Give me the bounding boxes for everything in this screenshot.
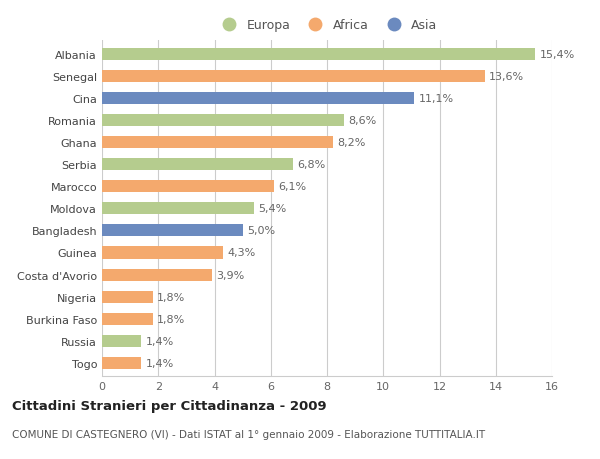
Text: 8,6%: 8,6% xyxy=(348,116,376,126)
Legend: Europa, Africa, Asia: Europa, Africa, Asia xyxy=(212,14,443,37)
Bar xyxy=(102,247,223,259)
Text: 4,3%: 4,3% xyxy=(227,248,256,258)
Bar xyxy=(102,313,152,325)
Bar xyxy=(102,71,485,83)
Bar xyxy=(102,181,274,193)
Text: 1,4%: 1,4% xyxy=(146,336,174,346)
Bar xyxy=(102,335,142,347)
Text: 6,8%: 6,8% xyxy=(298,160,326,170)
Text: 1,8%: 1,8% xyxy=(157,292,185,302)
Text: 8,2%: 8,2% xyxy=(337,138,365,148)
Text: 1,4%: 1,4% xyxy=(146,358,174,368)
Text: COMUNE DI CASTEGNERO (VI) - Dati ISTAT al 1° gennaio 2009 - Elaborazione TUTTITA: COMUNE DI CASTEGNERO (VI) - Dati ISTAT a… xyxy=(12,429,485,439)
Bar xyxy=(102,93,414,105)
Text: 1,8%: 1,8% xyxy=(157,314,185,324)
Bar xyxy=(102,357,142,369)
Text: 5,0%: 5,0% xyxy=(247,226,275,236)
Bar xyxy=(102,115,344,127)
Text: Cittadini Stranieri per Cittadinanza - 2009: Cittadini Stranieri per Cittadinanza - 2… xyxy=(12,399,326,412)
Bar xyxy=(102,269,212,281)
Text: 3,9%: 3,9% xyxy=(216,270,244,280)
Text: 5,4%: 5,4% xyxy=(258,204,286,214)
Text: 6,1%: 6,1% xyxy=(278,182,306,192)
Bar xyxy=(102,49,535,61)
Text: 11,1%: 11,1% xyxy=(418,94,454,104)
Bar xyxy=(102,203,254,215)
Bar xyxy=(102,159,293,171)
Bar xyxy=(102,291,152,303)
Bar xyxy=(102,225,242,237)
Text: 15,4%: 15,4% xyxy=(539,50,575,60)
Bar xyxy=(102,137,332,149)
Text: 13,6%: 13,6% xyxy=(489,72,524,82)
